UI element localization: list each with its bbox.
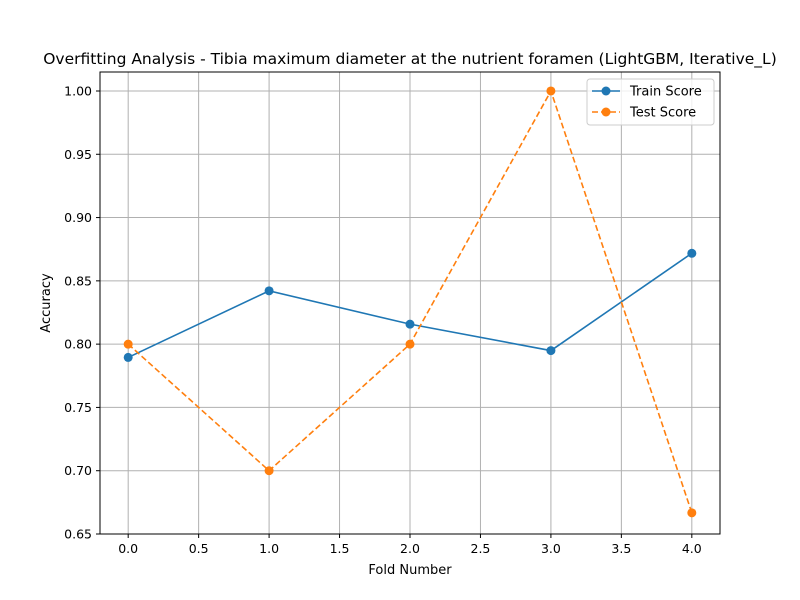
legend-label-1: Test Score (629, 106, 696, 121)
legend-marker-1 (601, 107, 611, 117)
x-tick-label: 2.5 (471, 541, 491, 556)
series-layer (123, 86, 697, 518)
y-tick-label: 0.95 (64, 147, 92, 162)
series-0-point (123, 352, 133, 362)
y-tick-label: 1.00 (64, 83, 92, 98)
series-1-point (264, 466, 274, 476)
series-1-point (405, 339, 415, 349)
legend: Train Score Test Score (586, 78, 715, 126)
series-1-point (123, 339, 133, 349)
x-axis-title: Fold Number (368, 563, 452, 578)
series-0-point (687, 248, 697, 258)
x-tick-label: 0.5 (189, 541, 209, 556)
y-axis-ticks: 0.65 0.70 0.75 0.80 0.85 0.90 0.95 1.00 (64, 83, 100, 542)
series-0-point (546, 346, 556, 356)
series-0-point (264, 286, 274, 296)
legend-marker-0 (601, 86, 611, 96)
x-tick-label: 1.0 (259, 541, 279, 556)
x-axis-ticks: 0.0 0.5 1.0 1.5 2.0 2.5 3.0 3.5 4.0 (118, 534, 702, 556)
series-1-point (687, 508, 697, 518)
y-tick-label: 0.90 (64, 210, 92, 225)
y-tick-label: 0.85 (64, 273, 92, 288)
grid-lines (100, 72, 720, 535)
y-tick-label: 0.75 (64, 400, 92, 415)
x-tick-label: 1.5 (330, 541, 350, 556)
y-tick-label: 0.70 (64, 463, 92, 478)
x-tick-label: 4.0 (682, 541, 702, 556)
y-axis-title: Accuracy (39, 273, 54, 333)
chart-title: Overfitting Analysis - Tibia maximum dia… (43, 50, 777, 69)
legend-label-0: Train Score (629, 85, 702, 100)
x-tick-label: 2.0 (400, 541, 420, 556)
x-tick-label: 3.5 (611, 541, 631, 556)
x-tick-label: 3.0 (541, 541, 561, 556)
y-tick-label: 0.80 (64, 337, 92, 352)
series-0-point (405, 319, 415, 329)
y-tick-label: 0.65 (64, 527, 92, 542)
series-1-point (546, 86, 556, 96)
x-tick-label: 0.0 (118, 541, 138, 556)
